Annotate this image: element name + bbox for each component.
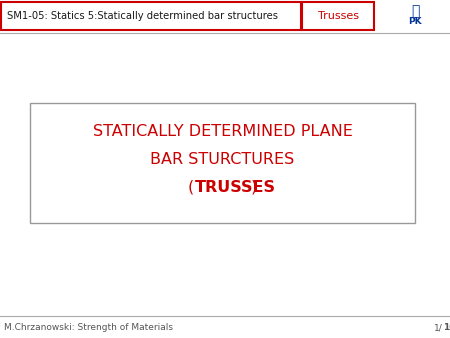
- Text: SM1-05: Statics 5:Statically determined bar structures: SM1-05: Statics 5:Statically determined …: [7, 11, 278, 21]
- Text: M.Chrzanowski: Strength of Materials: M.Chrzanowski: Strength of Materials: [4, 323, 173, 333]
- Text: Trusses: Trusses: [318, 11, 359, 21]
- FancyBboxPatch shape: [30, 103, 415, 223]
- FancyBboxPatch shape: [302, 2, 374, 30]
- Text: TRUSSES: TRUSSES: [194, 179, 275, 194]
- Text: 10: 10: [443, 323, 450, 333]
- Text: BAR STURCTURES: BAR STURCTURES: [150, 151, 295, 167]
- Text: (: (: [187, 179, 194, 194]
- FancyBboxPatch shape: [1, 2, 301, 30]
- Text: Ⓦ: Ⓦ: [411, 4, 419, 18]
- Text: STATICALLY DETERMINED PLANE: STATICALLY DETERMINED PLANE: [93, 123, 352, 139]
- Text: ): ): [251, 179, 257, 194]
- Text: 1/: 1/: [434, 323, 443, 333]
- Text: PK: PK: [408, 17, 422, 25]
